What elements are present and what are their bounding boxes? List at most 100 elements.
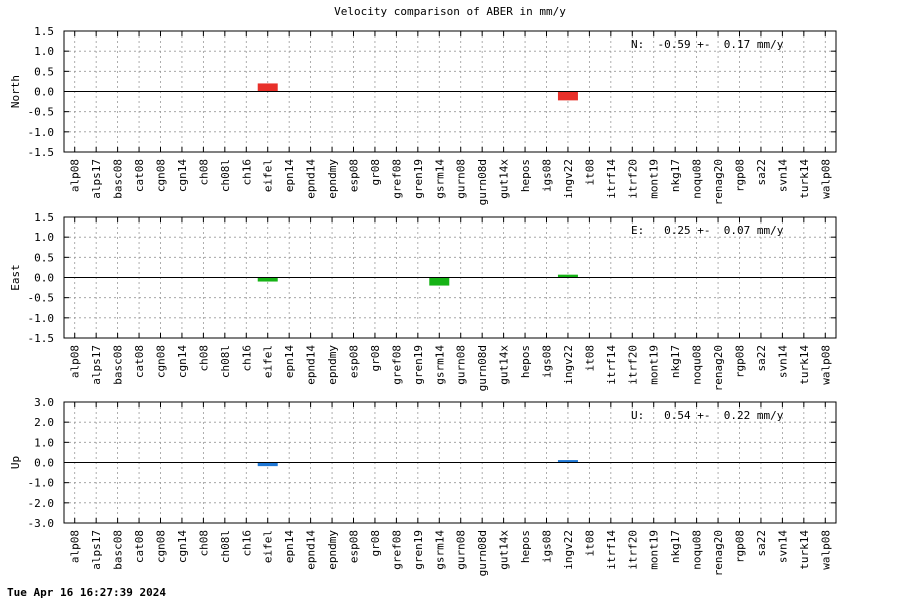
x-tick-label: cgn08 — [155, 159, 168, 192]
x-tick-label: gurn08d — [476, 159, 489, 205]
x-tick-label: cgn08 — [155, 530, 168, 563]
x-tick-label: epnd14 — [305, 530, 318, 570]
plot-frame — [63, 401, 837, 524]
x-tick-label: itrf20 — [626, 159, 639, 199]
x-tick-label: ch08 — [197, 345, 210, 372]
x-tick-label: turk14 — [798, 530, 811, 570]
x-tick-label: ch08 — [197, 159, 210, 186]
x-tick-label: alp08 — [69, 345, 82, 378]
x-tick-label: gr08 — [369, 345, 382, 372]
x-tick-label: epndmy — [326, 530, 339, 570]
panel-annotation: E: 0.25 +- 0.07 mm/y — [631, 224, 784, 237]
x-tick-label: epndmy — [326, 159, 339, 199]
y-tick-label: 0.0 — [34, 86, 54, 99]
x-tick-label: cgn14 — [176, 159, 189, 192]
y-axis-label: North — [9, 75, 22, 108]
x-tick-label: walp08 — [819, 530, 832, 570]
x-tick-label: ingv22 — [562, 530, 575, 570]
y-tick-label: -1.0 — [28, 312, 55, 325]
x-tick-label: svn14 — [776, 159, 789, 192]
x-tick-label: gurn08 — [455, 530, 468, 570]
x-tick-label: rgp08 — [734, 345, 747, 378]
y-tick-label: 1.0 — [34, 231, 54, 244]
x-tick-label: it08 — [583, 530, 596, 557]
x-tick-label: epn14 — [283, 345, 296, 378]
x-tick-label: esp08 — [348, 530, 361, 563]
x-tick-label: mont19 — [648, 345, 661, 385]
x-tick-label: gurn08d — [476, 530, 489, 576]
x-tick-label: ch16 — [240, 159, 253, 186]
timestamp: Tue Apr 16 16:27:39 2024 — [7, 586, 166, 599]
x-tick-label: ch16 — [240, 530, 253, 557]
x-tick-label: ch16 — [240, 345, 253, 372]
x-tick-label: basc08 — [112, 159, 125, 199]
x-tick-label: alps17 — [90, 530, 103, 570]
x-tick-label: epnd14 — [305, 159, 318, 199]
y-tick-label: -1.0 — [28, 126, 55, 139]
y-tick-label: 0.5 — [34, 65, 54, 78]
x-tick-label: gren19 — [412, 345, 425, 385]
y-tick-label: 1.0 — [34, 436, 54, 449]
x-tick-label: itrf14 — [605, 345, 618, 385]
x-tick-label: gr08 — [369, 159, 382, 186]
bar-ingv22 — [557, 460, 578, 463]
bar-eifel — [257, 83, 278, 92]
x-tick-label: mont19 — [648, 159, 661, 199]
x-tick-label: noqu08 — [691, 159, 704, 199]
x-tick-label: esp08 — [348, 159, 361, 192]
x-tick-label: ingv22 — [562, 345, 575, 385]
x-tick-label: igs08 — [541, 345, 554, 378]
x-tick-label: nkg17 — [669, 345, 682, 378]
x-tick-label: eifel — [262, 530, 275, 563]
bar-eifel — [257, 277, 278, 282]
x-tick-label: cgn14 — [176, 345, 189, 378]
y-tick-label: 1.5 — [34, 25, 54, 38]
y-tick-label: -2.0 — [28, 497, 55, 510]
x-tick-label: eifel — [262, 345, 275, 378]
x-tick-label: rgp08 — [734, 159, 747, 192]
plot-frame — [63, 30, 837, 153]
x-tick-label: sa22 — [755, 530, 768, 557]
x-tick-label: gren19 — [412, 159, 425, 199]
x-tick-label: gr08 — [369, 530, 382, 557]
x-tick-label: rgp08 — [734, 530, 747, 563]
x-tick-label: epn14 — [283, 159, 296, 192]
y-tick-label: 0.0 — [34, 272, 54, 285]
x-tick-label: hepos — [519, 530, 532, 563]
x-tick-label: epn14 — [283, 530, 296, 563]
x-tick-label: turk14 — [798, 159, 811, 199]
x-tick-label: gurn08 — [455, 159, 468, 199]
x-tick-label: cat08 — [133, 530, 146, 563]
x-tick-label: cat08 — [133, 345, 146, 378]
x-tick-label: basc08 — [112, 530, 125, 570]
x-tick-label: basc08 — [112, 345, 125, 385]
y-tick-label: -3.0 — [28, 517, 55, 530]
x-tick-label: nkg17 — [669, 159, 682, 192]
x-tick-label: cgn08 — [155, 345, 168, 378]
x-tick-label: it08 — [583, 159, 596, 186]
x-tick-label: ch08l — [219, 345, 232, 378]
bar-ingv22 — [557, 91, 578, 101]
bar-ingv22 — [557, 274, 578, 278]
x-tick-label: gurn08d — [476, 345, 489, 391]
y-axis-label: East — [9, 264, 22, 291]
x-tick-label: gut14x — [498, 345, 511, 385]
x-tick-label: it08 — [583, 345, 596, 372]
x-tick-label: eifel — [262, 159, 275, 192]
x-tick-label: ch08l — [219, 159, 232, 192]
x-tick-label: renag20 — [712, 159, 725, 205]
x-tick-label: esp08 — [348, 345, 361, 378]
x-tick-label: gref08 — [390, 159, 403, 199]
x-tick-label: hepos — [519, 159, 532, 192]
x-tick-label: hepos — [519, 345, 532, 378]
y-tick-label: 2.0 — [34, 416, 54, 429]
x-tick-label: renag20 — [712, 530, 725, 576]
panel-annotation: U: 0.54 +- 0.22 mm/y — [631, 409, 784, 422]
y-tick-label: -0.5 — [28, 106, 55, 119]
x-tick-label: noqu08 — [691, 530, 704, 570]
panel-annotation: N: -0.59 +- 0.17 mm/y — [631, 38, 784, 51]
y-axis-label: Up — [9, 456, 22, 469]
x-tick-label: svn14 — [776, 530, 789, 563]
x-tick-label: epnd14 — [305, 345, 318, 385]
x-tick-label: itrf20 — [626, 345, 639, 385]
